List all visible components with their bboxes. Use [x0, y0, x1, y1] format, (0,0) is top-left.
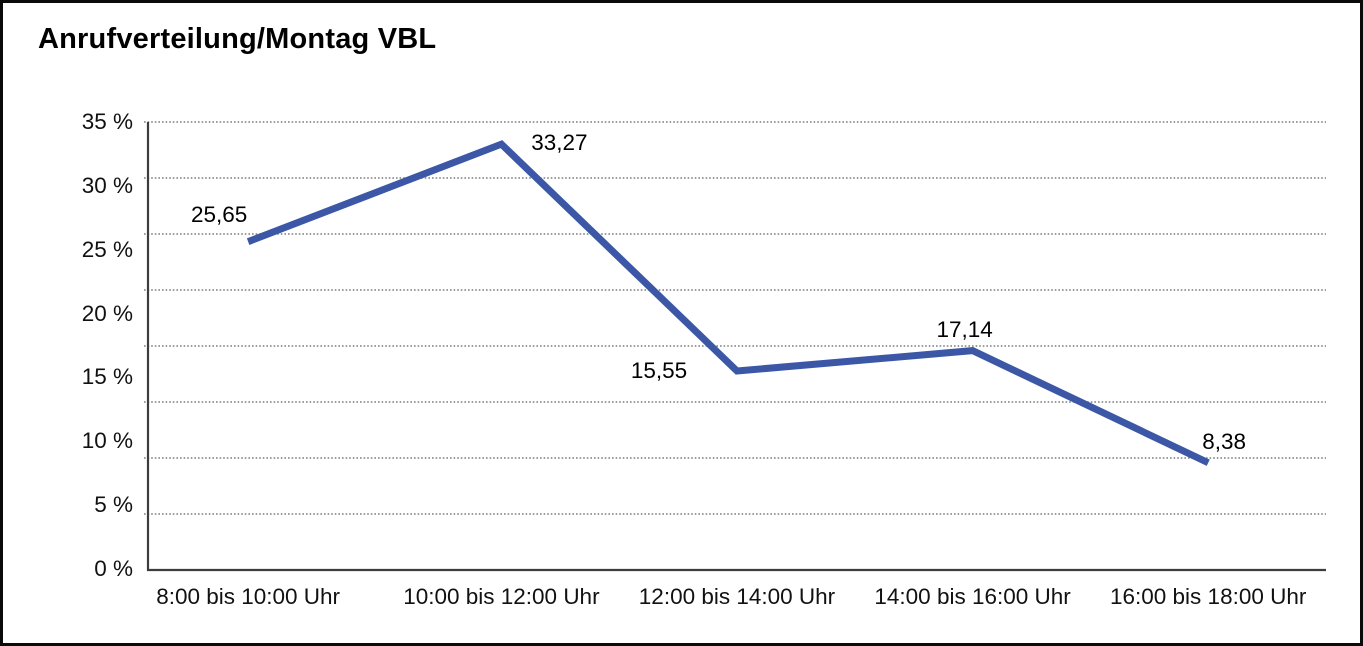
y-tick-label: 10 %	[81, 428, 133, 454]
h-gridlines	[144, 121, 1326, 515]
x-category-label: 12:00 bis 14:00 Uhr	[638, 584, 836, 609]
y-tick-label: 15 %	[81, 364, 133, 390]
value-label: 33,27	[531, 130, 588, 156]
value-label: 25,65	[190, 201, 248, 227]
x-category-label: 10:00 bis 12:00 Uhr	[403, 584, 600, 609]
y-tick-label: 20 %	[81, 300, 133, 326]
y-tick-label: 0 %	[94, 556, 133, 581]
value-label: 17,14	[936, 316, 993, 342]
y-tick-label: 35 %	[81, 109, 133, 134]
value-label: 8,38	[1202, 428, 1247, 454]
x-category-label: 8:00 bis 10:00 Uhr	[156, 584, 341, 609]
y-tick-label: 30 %	[81, 172, 133, 198]
value-label: 15,55	[630, 357, 688, 383]
x-category-label: 16:00 bis 18:00 Uhr	[1109, 584, 1307, 609]
y-tick-label: 25 %	[81, 236, 133, 262]
data-line	[246, 140, 1210, 466]
y-tick-label: 5 %	[94, 492, 133, 518]
chart-title: Anrufverteilung/Montag VBL	[38, 23, 437, 55]
line-chart-canvas	[144, 121, 1326, 572]
x-category-label: 14:00 bis 16:00 Uhr	[874, 584, 1071, 609]
